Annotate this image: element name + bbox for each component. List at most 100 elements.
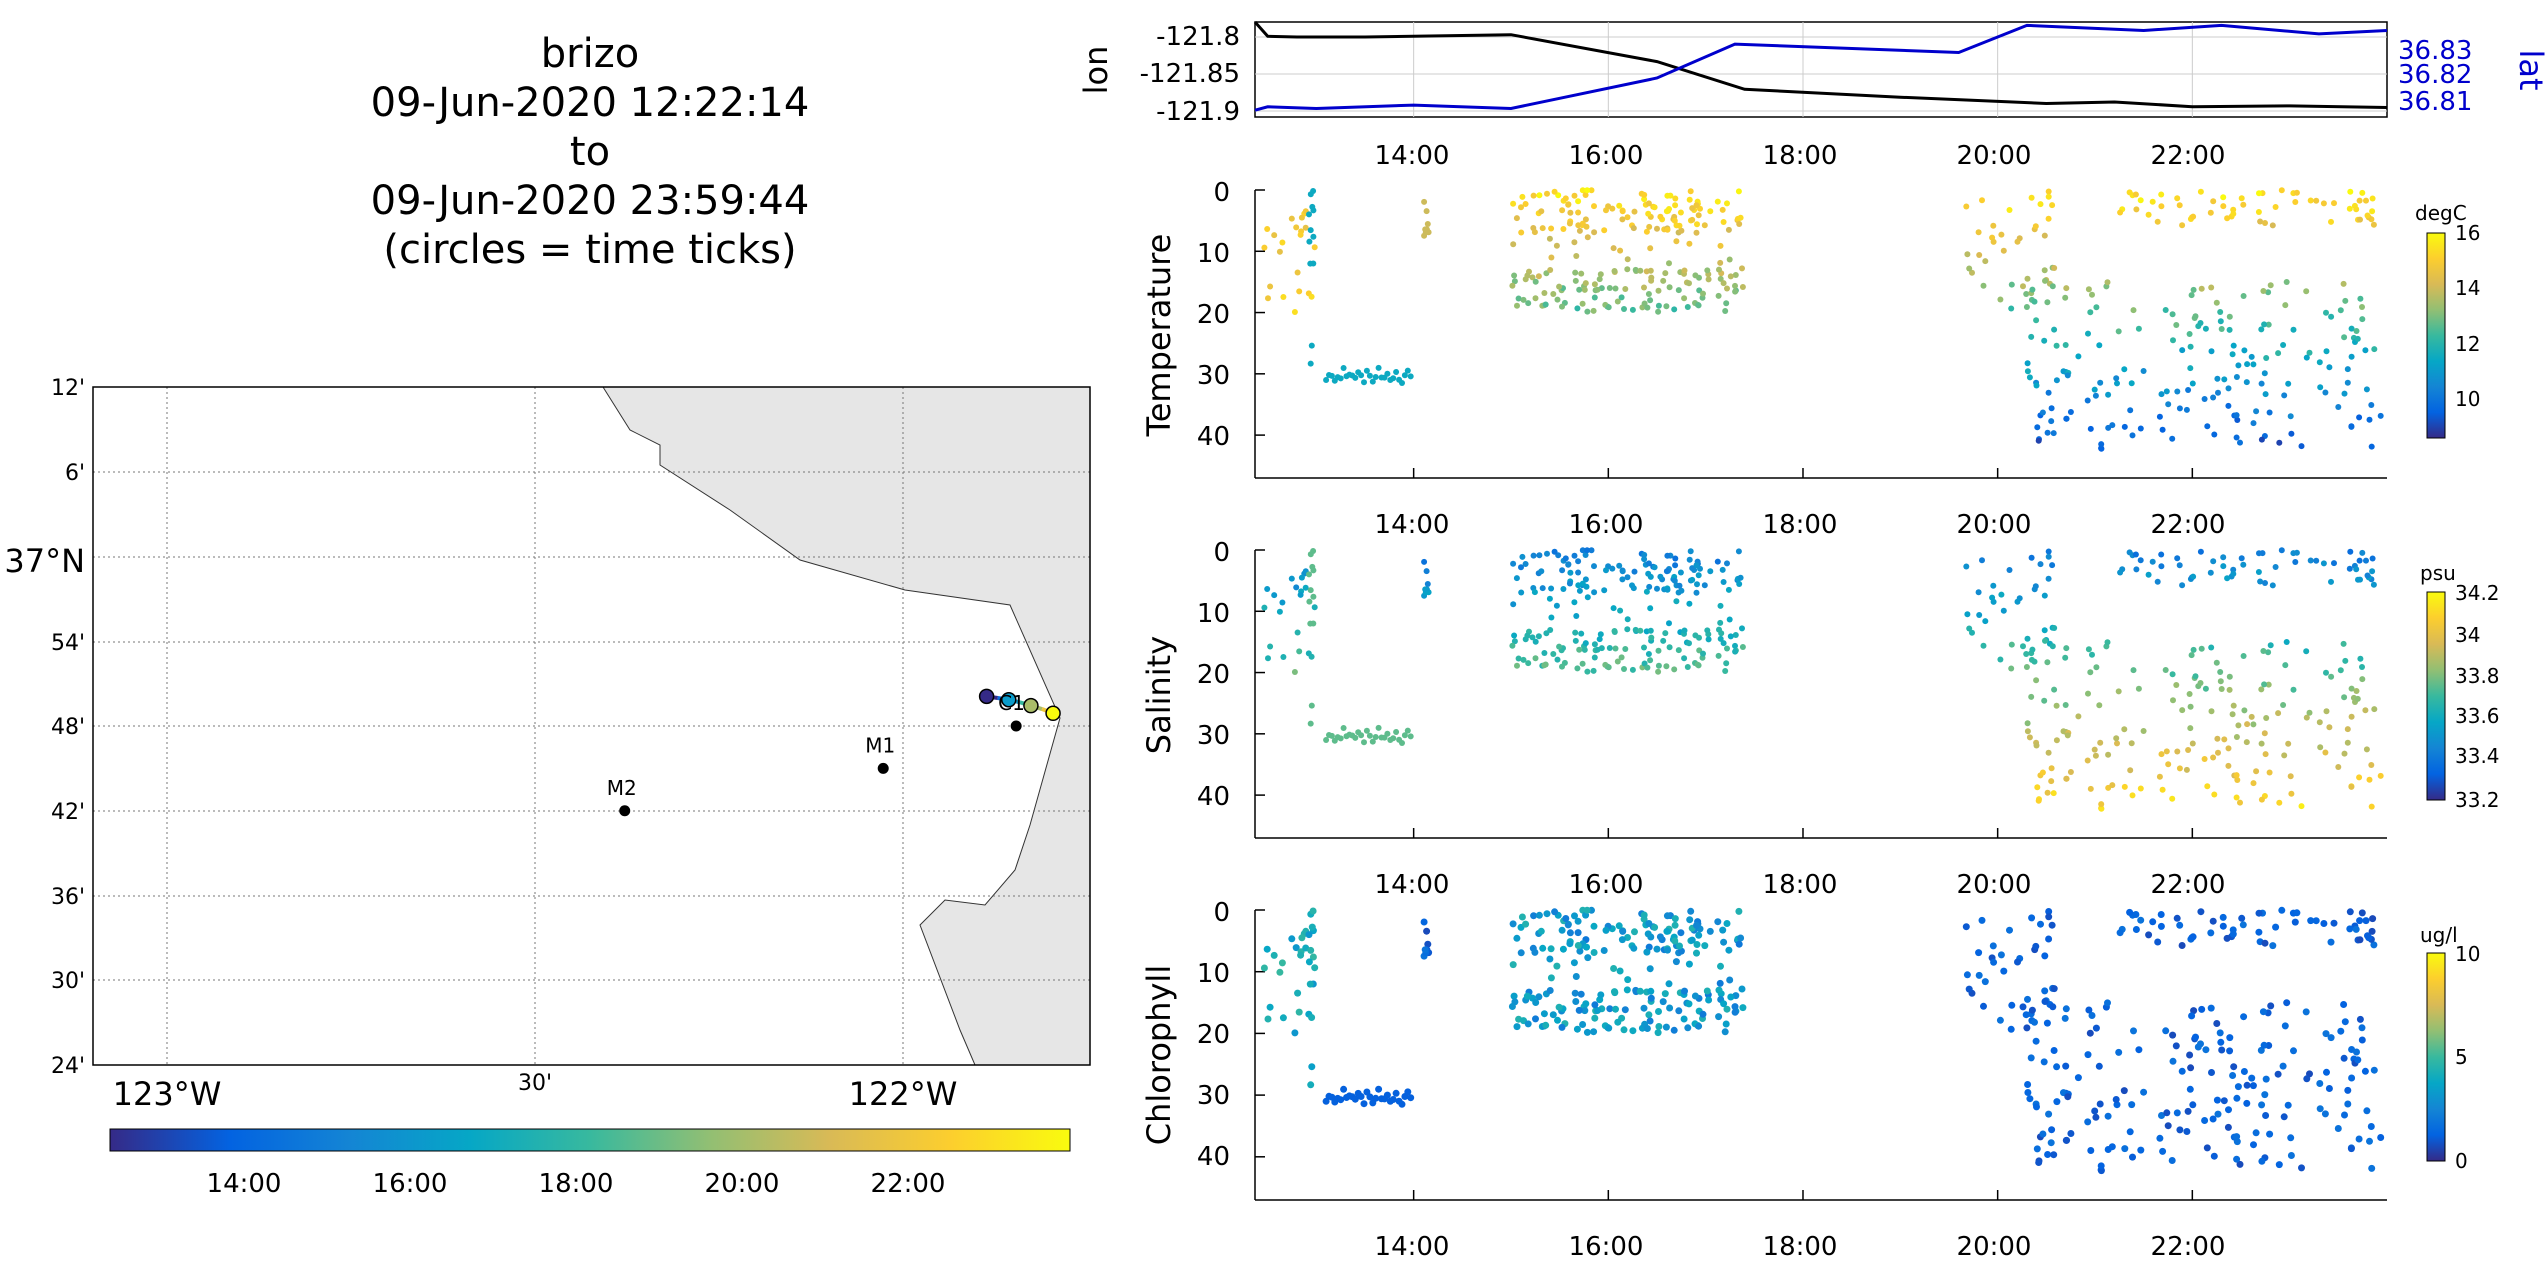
scatter-point <box>2321 1110 2329 1118</box>
scatter-point <box>2092 392 2099 399</box>
scatter-point <box>2240 561 2247 568</box>
temperature-scatter <box>1261 187 2384 452</box>
scatter-point <box>2064 732 2071 739</box>
scatter-point <box>2347 548 2354 555</box>
scatter-point <box>2197 908 2205 916</box>
scatter-point <box>1302 584 1309 591</box>
scatter-point <box>1647 987 1655 995</box>
scatter-point <box>2020 643 2026 650</box>
scatter-point <box>1422 226 1429 233</box>
scatter-point <box>1553 962 1561 970</box>
scatter-point <box>2007 1025 2015 1033</box>
scatter-point <box>2075 353 2082 360</box>
scatter-point <box>1666 1004 1674 1012</box>
scatter-point <box>1645 200 1652 207</box>
lonlat-xtick-1400: 14:00 <box>1375 141 1450 171</box>
scatter-point <box>2233 794 2240 801</box>
scatter-point <box>2121 783 2128 790</box>
scatter-point <box>2035 437 2042 444</box>
scatter-point <box>1716 626 1722 633</box>
scatter-point <box>1640 1004 1648 1012</box>
temp-cbar-12: 12 <box>2455 332 2480 356</box>
scatter-point <box>1337 735 1344 742</box>
lonlat-panel: -121.8 -121.85 -121.9 36.83 36.82 36.81 … <box>1077 21 2545 171</box>
scatter-point <box>2258 796 2265 803</box>
scatter-point <box>2045 749 2052 756</box>
scatter-point <box>1597 631 1604 638</box>
scatter-point <box>1723 300 1730 307</box>
scatter-point <box>1717 242 1724 249</box>
scatter-point <box>2126 549 2133 556</box>
scatter-point <box>2260 288 2267 294</box>
scatter-point <box>2250 361 2257 368</box>
scatter-point <box>2335 764 2342 770</box>
scatter-point <box>1276 248 1283 255</box>
scatter-point <box>2217 318 2224 325</box>
scatter-point <box>1584 308 1591 315</box>
scatter-point <box>2097 379 2104 386</box>
scatter-point <box>1610 245 1617 252</box>
scatter-point <box>1351 1095 1359 1103</box>
scatter-point <box>1265 655 1271 662</box>
scatter-point <box>2170 337 2176 344</box>
scatter-point <box>1291 669 1298 675</box>
scatter-point <box>1535 911 1543 919</box>
scatter-point <box>1715 1013 1723 1021</box>
scatter-point <box>2197 320 2204 326</box>
scatter-point <box>1271 232 1278 239</box>
scatter-point <box>1588 547 1595 554</box>
scatter-point <box>2317 384 2324 391</box>
lat-tick-30: 30' <box>51 969 85 994</box>
scatter-point <box>2225 1106 2232 1114</box>
scatter-point <box>1666 620 1672 627</box>
lon-axis-ticks: -121.8 -121.85 -121.9 <box>1140 22 1240 127</box>
scatter-point <box>1340 1085 1348 1093</box>
scatter-point <box>2041 337 2048 344</box>
scatter-point <box>2261 1091 2269 1099</box>
scatter-point <box>1583 583 1590 590</box>
scatter-point <box>1654 585 1660 592</box>
temp-ytick-40: 40 <box>1197 422 1230 452</box>
scatter-point <box>1535 273 1542 280</box>
scatter-point <box>2342 657 2349 664</box>
scatter-point <box>2293 189 2300 196</box>
lat-axis-ticks: 36.83 36.82 36.81 <box>2398 36 2472 117</box>
scatter-point <box>1576 286 1583 293</box>
scatter-point <box>2189 933 2197 941</box>
scatter-point <box>1575 222 1582 229</box>
scatter-point <box>2303 648 2310 655</box>
scatter-point <box>2357 295 2364 302</box>
scatter-point <box>1573 253 1580 259</box>
sal-xtick-1800: 18:00 <box>1763 870 1838 900</box>
scatter-point <box>2156 773 2163 780</box>
scatter-point <box>2272 564 2279 570</box>
scatter-point <box>2217 669 2224 675</box>
scatter-point <box>1532 638 1539 645</box>
scatter-point <box>2198 1005 2206 1013</box>
scatter-point <box>1732 288 1739 295</box>
temperature-tick-marks <box>1255 189 2194 478</box>
time-tick-circle <box>1045 705 1061 722</box>
scatter-point <box>1677 209 1684 216</box>
scatter-point <box>2331 560 2337 567</box>
scatter-point <box>2307 557 2314 564</box>
scatter-point <box>1265 295 1271 302</box>
scatter-point <box>2320 920 2328 927</box>
scatter-point <box>2035 1159 2043 1166</box>
scatter-point <box>2210 558 2217 565</box>
scatter-point <box>1578 630 1585 637</box>
scatter-point <box>1590 1028 1598 1036</box>
scatter-point <box>1703 987 1711 995</box>
scatter-point <box>2197 188 2204 195</box>
scatter-point <box>1510 992 1518 1000</box>
scatter-point <box>2145 931 2153 939</box>
scatter-point <box>2325 1085 2333 1092</box>
scatter-point <box>2027 1054 2035 1062</box>
scatter-point <box>1663 663 1670 670</box>
scatter-point <box>1630 585 1637 592</box>
scatter-point <box>1643 948 1651 956</box>
scatter-point <box>2109 782 2116 789</box>
scatter-point <box>1719 566 1726 573</box>
scatter-point <box>1271 592 1278 599</box>
scatter-point <box>2097 739 2104 746</box>
